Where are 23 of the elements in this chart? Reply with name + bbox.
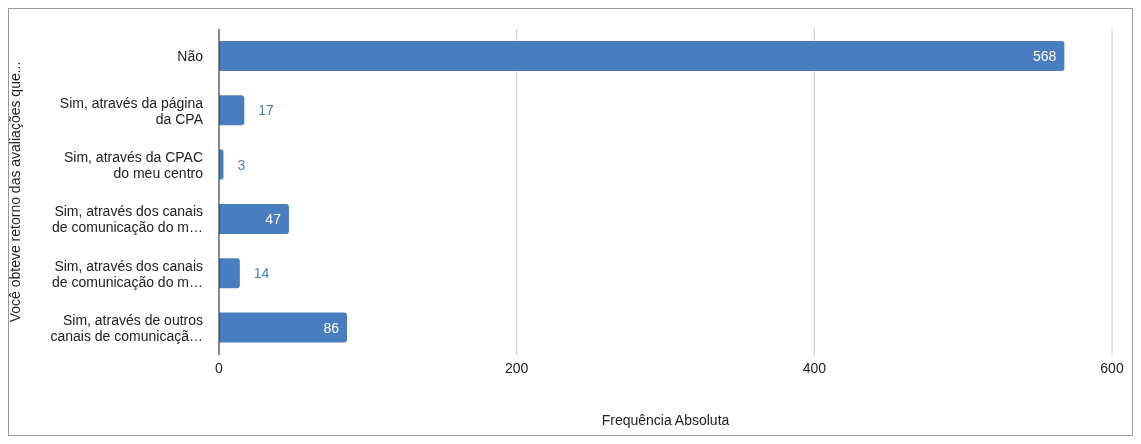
data-label: 47 [265, 210, 282, 227]
bar [219, 258, 240, 289]
x-axis-title: Frequência Absoluta [601, 412, 730, 428]
y-tick-label: Sim, através da CPAC do meu centro [63, 148, 204, 181]
y-tick-label: Não [177, 48, 204, 65]
y-tick-label: Sim, através de outros canais de comunicaçã… [50, 311, 203, 344]
data-label: 568 [1033, 47, 1057, 64]
y-tick-label: Sim, através dos canais de comunicação do m… [52, 257, 203, 290]
bar [219, 203, 289, 234]
data-label: 86 [323, 319, 340, 336]
y-tick-label: Sim, através dos canais de comunicação do m… [52, 203, 203, 236]
bar [219, 40, 1065, 71]
bar [219, 312, 347, 343]
x-tick-label: 200 [504, 359, 529, 376]
bar [219, 95, 245, 126]
y-tick-label: Sim, através da página da CPA [59, 94, 204, 127]
y-axis-title: Você obteve retorno das avaliações que... [6, 61, 23, 323]
x-tick-label: 600 [1100, 359, 1124, 376]
data-label: 17 [258, 102, 275, 119]
data-label: 3 [237, 156, 246, 173]
x-tick-label: 400 [802, 359, 827, 376]
x-tick-label: 0 [215, 359, 224, 376]
data-label: 14 [253, 265, 270, 282]
